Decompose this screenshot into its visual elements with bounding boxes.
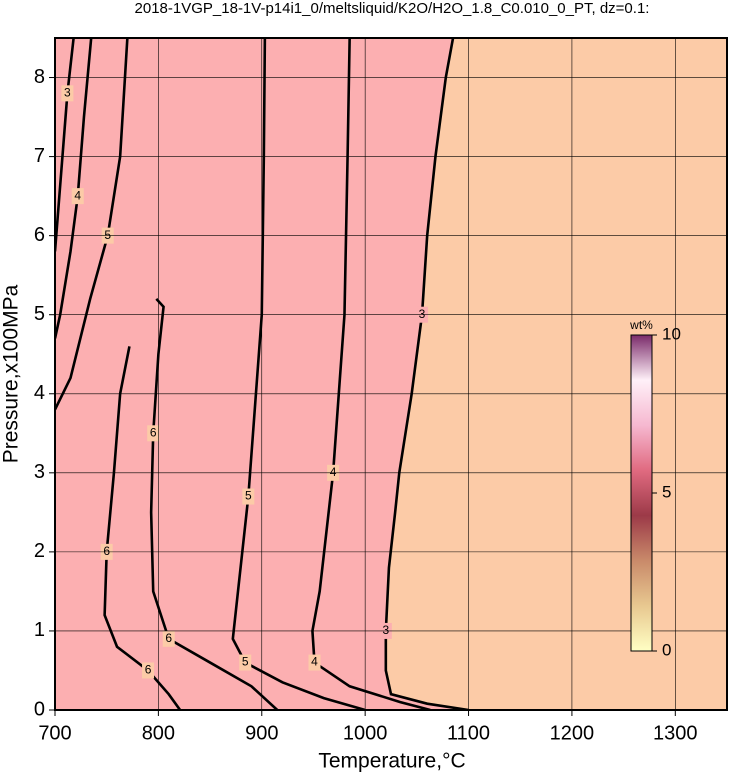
y-axis-label: Pressure,x100MPa <box>0 284 23 463</box>
contour-label: 4 <box>330 465 337 479</box>
contour-label-bg <box>239 654 252 671</box>
contour-label: 6 <box>165 631 172 645</box>
contour-label-bg <box>142 662 155 679</box>
contour-label: 3 <box>64 86 71 100</box>
contour-label-bg <box>308 654 321 671</box>
y-tick-label: 7 <box>34 145 45 167</box>
contour-line <box>384 38 469 710</box>
x-tick-label: 1300 <box>653 722 698 744</box>
y-tick-label: 6 <box>34 224 45 246</box>
x-axis-label: Temperature,°C <box>318 750 465 773</box>
contour-line <box>55 38 93 339</box>
colorbar-tick-label: 0 <box>662 640 671 659</box>
x-tick-label: 900 <box>245 722 278 744</box>
x-tick-label: 800 <box>142 722 175 744</box>
y-tick-label: 0 <box>34 698 45 720</box>
x-tick-label: 1200 <box>550 722 595 744</box>
y-tick-label: 2 <box>34 540 45 562</box>
contour-label: 5 <box>242 655 249 669</box>
contour-label: 6 <box>103 544 110 558</box>
contour-label-bg <box>61 85 74 102</box>
contour-line <box>103 346 182 710</box>
colorbar-label: wt% <box>629 318 653 332</box>
contour-label: 3 <box>382 623 389 637</box>
contour-label-bg <box>147 425 160 442</box>
colorbar-tick-label: 10 <box>662 324 681 343</box>
contour-label: 3 <box>419 307 426 321</box>
contour-label: 5 <box>245 489 252 503</box>
contour-label: 4 <box>311 655 318 669</box>
y-tick-label: 1 <box>34 619 45 641</box>
contour-label-bg <box>71 188 84 205</box>
contour-label: 6 <box>150 425 157 439</box>
x-tick-label: 1100 <box>447 722 490 744</box>
chart-title: 2018-1VGP_18-1V-p14i1_0/meltsliquid/K2O/… <box>135 0 650 17</box>
contour-line <box>55 38 129 411</box>
x-tick-label: 1000 <box>343 722 388 744</box>
y-tick-label: 8 <box>34 66 45 88</box>
y-tick-label: 4 <box>34 382 45 404</box>
x-tick-label: 700 <box>38 722 71 744</box>
contour-label: 5 <box>104 228 111 242</box>
colorbar-tick-label: 5 <box>662 482 671 501</box>
colorbar <box>630 334 653 652</box>
y-tick-label: 3 <box>34 461 45 483</box>
contour-label-bg <box>162 630 175 647</box>
contour-label: 4 <box>74 188 81 202</box>
y-tick-label: 5 <box>34 303 45 325</box>
contour-line <box>55 38 75 252</box>
contour-label: 6 <box>145 663 152 677</box>
plot-frame <box>54 37 728 711</box>
contour-label-bg <box>242 488 255 505</box>
